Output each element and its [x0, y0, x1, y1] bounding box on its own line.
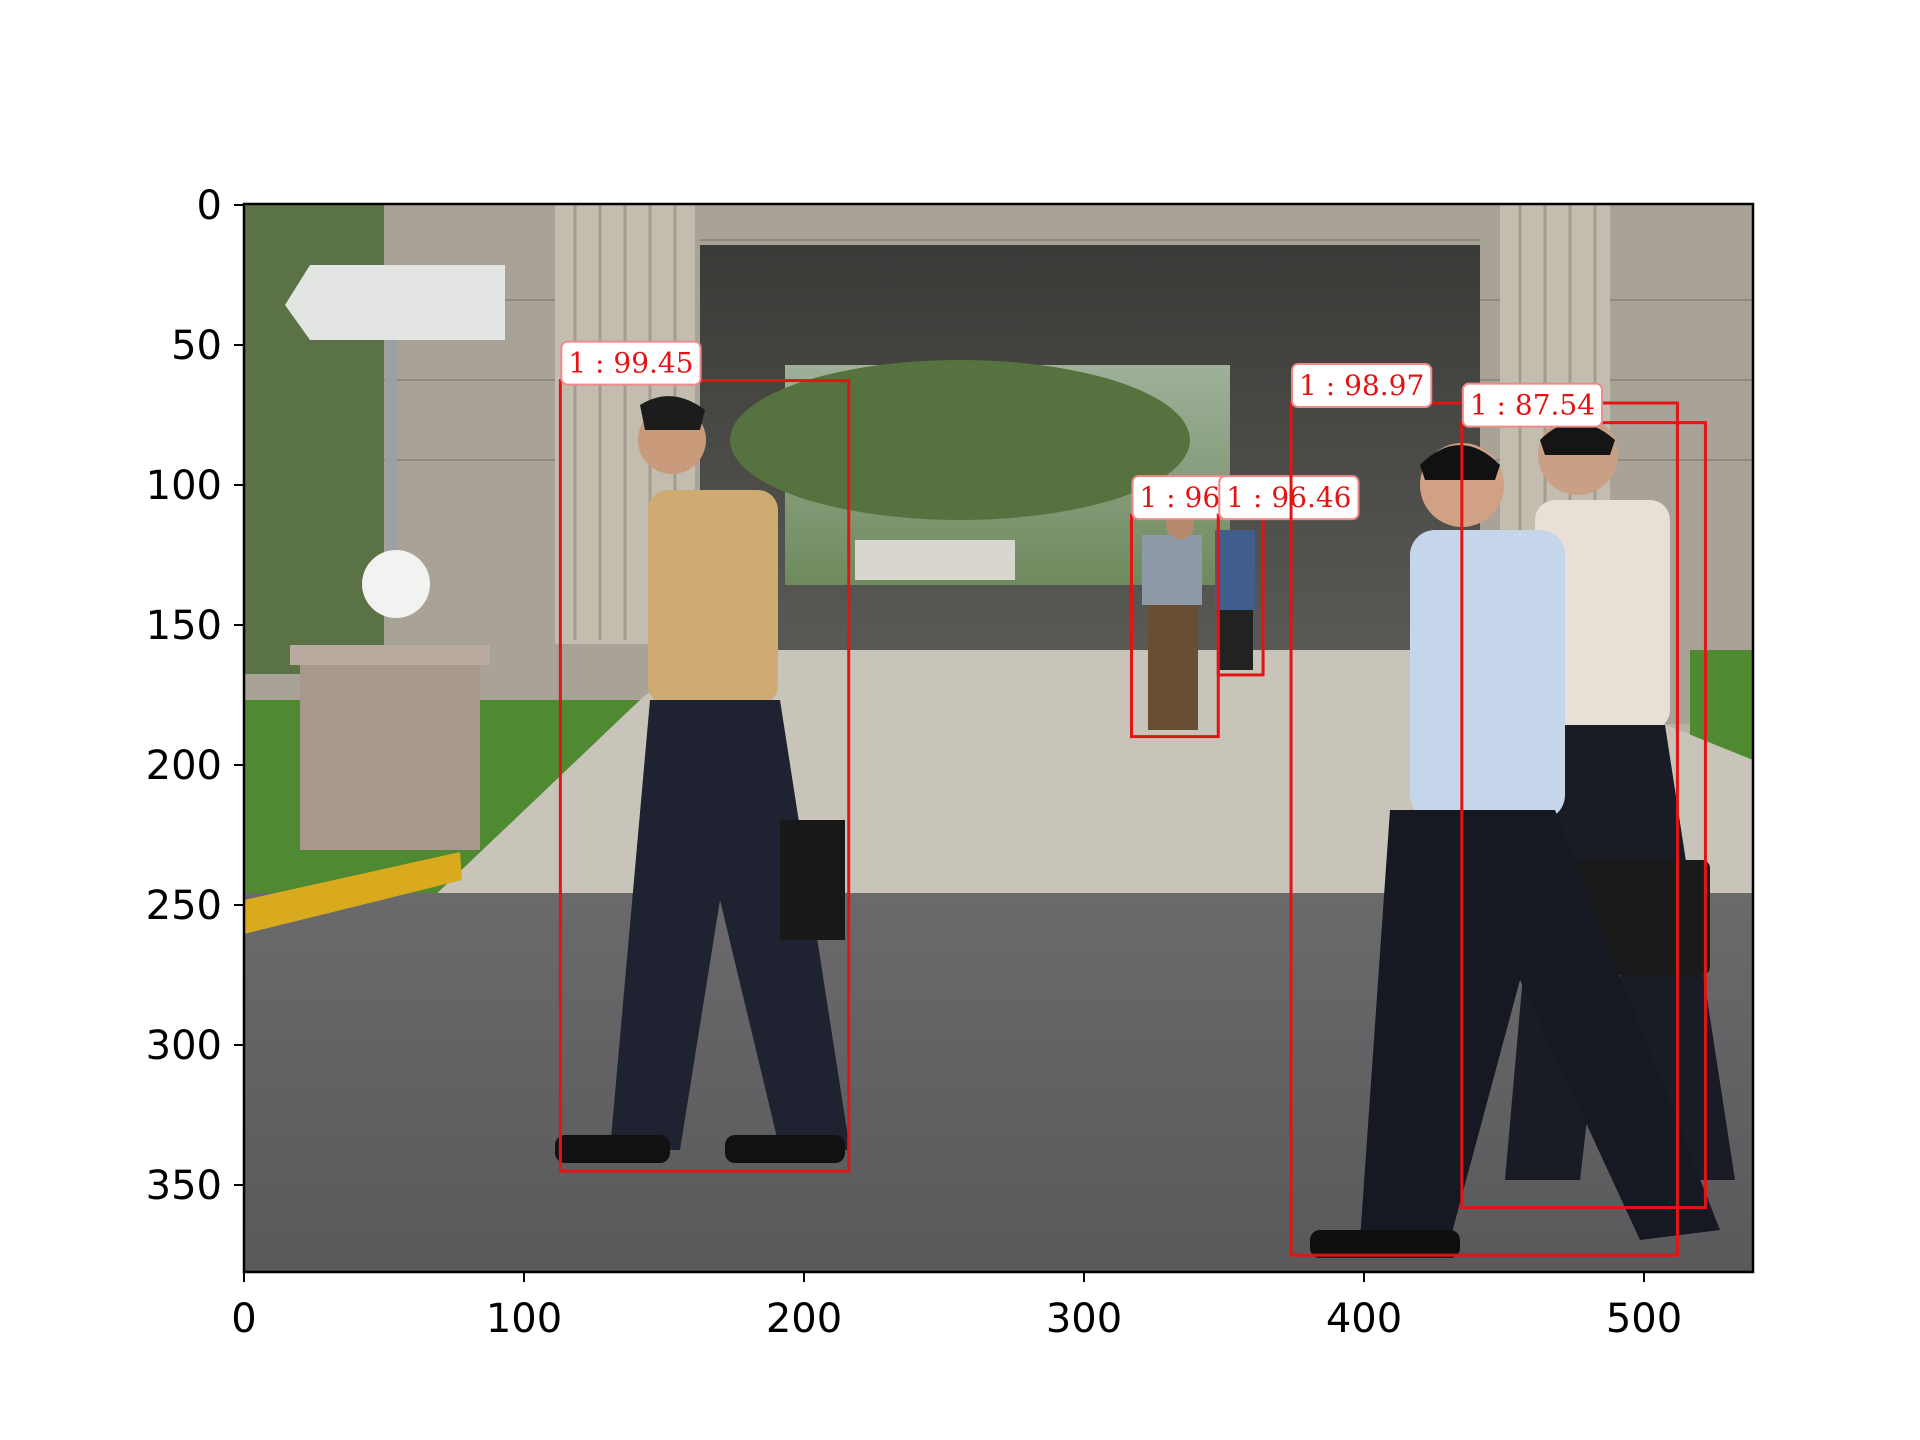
y-axis: 0 50 100 150 200 250 300 350	[146, 183, 244, 1209]
y-tick-label: 250	[146, 883, 222, 929]
axes-frame	[242, 202, 1755, 1274]
detection-overlays: 1 : 99.45 1 : 96 1 : 96.46 1 : 98.97 1 : 87.…	[558, 340, 1707, 1257]
x-tick-label: 100	[486, 1296, 562, 1342]
y-tick-label: 50	[171, 323, 222, 369]
detection-label: 1 : 99.45	[568, 347, 693, 380]
y-tick-label: 0	[197, 183, 222, 229]
detection-label: 1 : 87.54	[1470, 389, 1595, 422]
street-photo	[244, 204, 1753, 1272]
detection-label: 1 : 96	[1139, 481, 1220, 514]
y-tick-label: 200	[146, 743, 222, 789]
y-tick-label: 350	[146, 1163, 222, 1209]
x-tick-label: 0	[231, 1296, 256, 1342]
y-tick-label: 150	[146, 603, 222, 649]
x-tick-label: 400	[1326, 1296, 1402, 1342]
x-tick-label: 300	[1046, 1296, 1122, 1342]
detection-label-background	[560, 340, 702, 386]
y-tick-label: 300	[146, 1023, 222, 1069]
y-tick-label: 100	[146, 463, 222, 509]
detection-label: 1 : 96.46	[1226, 481, 1351, 514]
detection-box	[558, 379, 851, 1173]
detection-label: 1 : 98.97	[1299, 369, 1424, 402]
detection-label-background	[1218, 475, 1360, 521]
x-tick-label: 200	[766, 1296, 842, 1342]
x-axis: 0 100 200 300 400 500	[231, 1272, 1682, 1342]
detection-label-background	[1291, 363, 1433, 409]
detection-label-background	[1461, 382, 1604, 428]
x-tick-label: 500	[1606, 1296, 1682, 1342]
